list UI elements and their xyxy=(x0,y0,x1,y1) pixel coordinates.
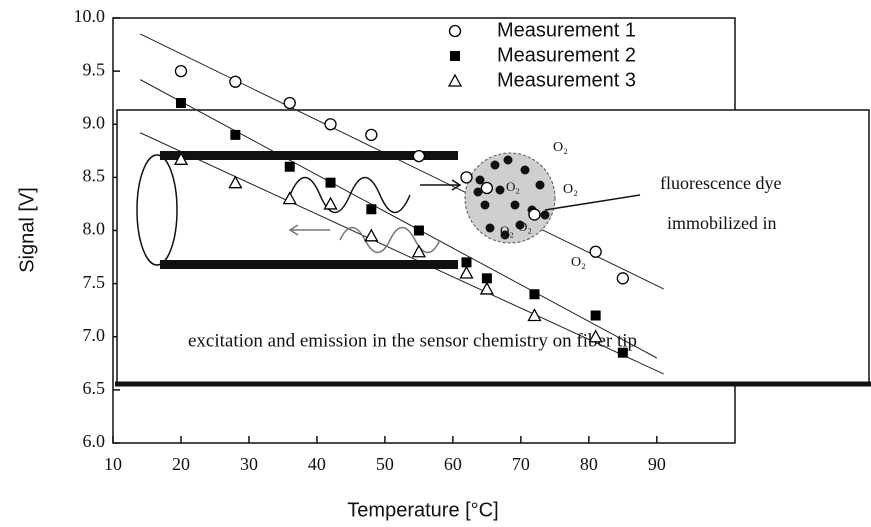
legend-label: Measurement 1 xyxy=(497,19,636,41)
point xyxy=(412,149,426,163)
oxygen-label: O₂ xyxy=(553,140,568,155)
y-tick-label: 7.5 xyxy=(83,272,106,292)
x-tick-label: 10 xyxy=(104,454,122,474)
point xyxy=(173,151,189,165)
y-tick-label: 10.0 xyxy=(74,6,106,26)
diagram-caption: excitation and emission in the sensor ch… xyxy=(188,330,637,351)
oxygen-label: O₂ xyxy=(571,255,586,270)
fiber-cladding xyxy=(160,260,458,269)
fiber-cladding xyxy=(160,151,458,160)
point xyxy=(366,204,377,215)
excitation-wave xyxy=(289,176,411,214)
ticks: 10 20 30 40 50 60 70 80 90 6.0 6.5 7.0 7.5 8.0 8.5 9.0 9… xyxy=(74,6,666,474)
point xyxy=(461,257,472,268)
point xyxy=(230,129,241,140)
legend-marker xyxy=(447,73,463,87)
point xyxy=(459,265,474,279)
point xyxy=(479,281,494,295)
y-tick-label: 6.0 xyxy=(83,431,106,451)
legend-label: Measurement 2 xyxy=(497,44,636,66)
fiber-end xyxy=(136,154,178,266)
point xyxy=(480,181,494,195)
oxygen-label: O₂ xyxy=(500,223,514,238)
arrow xyxy=(420,179,462,191)
point xyxy=(364,228,379,242)
fit-line xyxy=(139,132,664,375)
point xyxy=(616,272,629,285)
point xyxy=(589,245,602,258)
y-tick-label: 9.0 xyxy=(83,112,106,132)
point xyxy=(282,191,297,205)
x-tick-label: 60 xyxy=(444,454,462,474)
fit-line xyxy=(139,33,664,290)
point xyxy=(529,289,540,300)
x-tick-label: 50 xyxy=(376,454,394,474)
point xyxy=(174,64,188,78)
point xyxy=(481,273,492,284)
arrow xyxy=(288,224,330,236)
diagram: fluorescence dye immobilized in excitati… xyxy=(136,140,781,351)
x-tick-label: 20 xyxy=(172,454,190,474)
y-tick-label: 8.5 xyxy=(83,166,106,186)
x-tick-label: 30 xyxy=(240,454,258,474)
x-tick-label: 40 xyxy=(308,454,326,474)
point xyxy=(590,310,601,321)
emission-wave xyxy=(339,226,441,254)
point xyxy=(527,308,542,322)
point xyxy=(323,196,338,210)
legend-label: Measurement 3 xyxy=(497,69,636,91)
x-axis-title: Temperature [°C] xyxy=(347,499,498,521)
sensor-spot xyxy=(464,152,556,244)
points xyxy=(173,64,629,358)
diagram-label: fluorescence dye xyxy=(660,173,781,193)
point xyxy=(325,177,336,188)
point xyxy=(411,244,426,258)
x-tick-label: 90 xyxy=(648,454,666,474)
diagram-label: immobilized in xyxy=(667,213,777,233)
point xyxy=(460,171,473,184)
pointer-line xyxy=(544,194,641,211)
legend: Measurement 1 Measurement 2 Measurement 3 xyxy=(447,19,636,91)
y-axis-title: Signal [V] xyxy=(16,187,38,273)
y-tick-label: 9.5 xyxy=(83,59,106,79)
point xyxy=(284,161,295,172)
oxygen-label: O₂ xyxy=(518,219,532,234)
y-tick-label: 8.0 xyxy=(83,219,106,239)
legend-marker xyxy=(450,51,460,61)
y-tick-label: 6.5 xyxy=(83,378,106,398)
x-tick-label: 70 xyxy=(512,454,530,474)
point xyxy=(617,347,628,358)
x-tick-label: 80 xyxy=(580,454,598,474)
point xyxy=(588,329,603,343)
legend-marker xyxy=(448,24,462,38)
point xyxy=(283,96,296,110)
y-tick-label: 7.0 xyxy=(83,325,106,345)
fit-line xyxy=(139,79,658,359)
dye-dots xyxy=(473,155,550,240)
point xyxy=(175,98,186,108)
fits xyxy=(139,33,664,375)
point xyxy=(528,208,541,221)
point xyxy=(365,128,378,142)
point xyxy=(324,118,337,131)
oxygen-label: O₂ xyxy=(506,179,520,194)
oxygen-label: O₂ xyxy=(563,182,578,197)
point xyxy=(413,225,424,236)
point xyxy=(228,175,243,189)
point xyxy=(229,75,242,88)
